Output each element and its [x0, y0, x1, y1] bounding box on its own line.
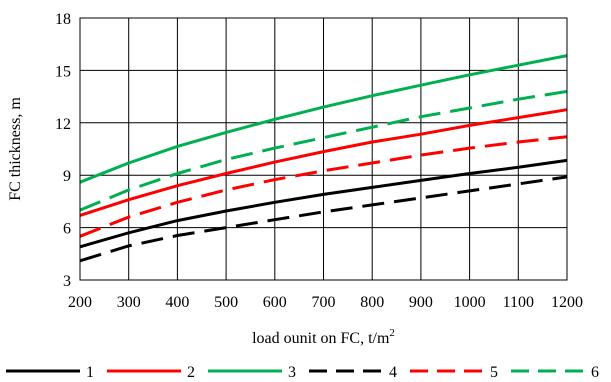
- x-tick-label: 900: [409, 294, 433, 311]
- legend-label-3: 3: [288, 364, 296, 381]
- legend: 1 2 3 4 5 6: [6, 364, 599, 381]
- y-tick-labels: 3 6 9 12 15 18: [55, 11, 71, 290]
- legend-label-4: 4: [389, 364, 397, 381]
- x-axis-label-superscript: 2: [389, 327, 395, 339]
- series-3-line: [79, 54, 568, 184]
- y-tick-label: 3: [63, 273, 71, 290]
- y-axis-label: FC thickness, m: [7, 97, 24, 201]
- x-axis-label-main: load ounit on FC, t/m: [252, 330, 390, 347]
- x-axis-label: load ounit on FC, t/m2: [252, 327, 395, 347]
- plot-frame: [79, 17, 568, 281]
- plot-lines: [79, 54, 568, 263]
- y-tick-label: 6: [63, 221, 71, 238]
- y-tick-label: 12: [55, 116, 71, 133]
- x-tick-label: 700: [312, 294, 336, 311]
- legend-label-2: 2: [187, 364, 195, 381]
- y-tick-label: 18: [55, 11, 71, 28]
- series-6-line: [79, 89, 568, 212]
- y-tick-label: 9: [63, 168, 71, 185]
- x-tick-label: 1100: [503, 294, 534, 311]
- x-tick-label: 400: [165, 294, 189, 311]
- x-tick-label: 500: [214, 294, 238, 311]
- x-tick-label: 1200: [551, 294, 583, 311]
- series-1-line: [79, 158, 568, 249]
- series-4-line: [79, 175, 568, 263]
- legend-label-5: 5: [490, 364, 498, 381]
- legend-label-6: 6: [591, 364, 599, 381]
- x-tick-label: 300: [117, 294, 141, 311]
- y-tick-label: 15: [55, 63, 71, 80]
- x-tick-label: 1000: [454, 294, 486, 311]
- legend-label-1: 1: [86, 364, 94, 381]
- x-tick-label: 200: [68, 294, 92, 311]
- x-tick-label: 600: [263, 294, 287, 311]
- series-5-line: [79, 135, 568, 238]
- x-tick-labels: 200 300 400 500 600 700 800 900 1000 1100 1200: [68, 294, 583, 311]
- x-tick-label: 800: [360, 294, 384, 311]
- series-2-line: [79, 108, 568, 217]
